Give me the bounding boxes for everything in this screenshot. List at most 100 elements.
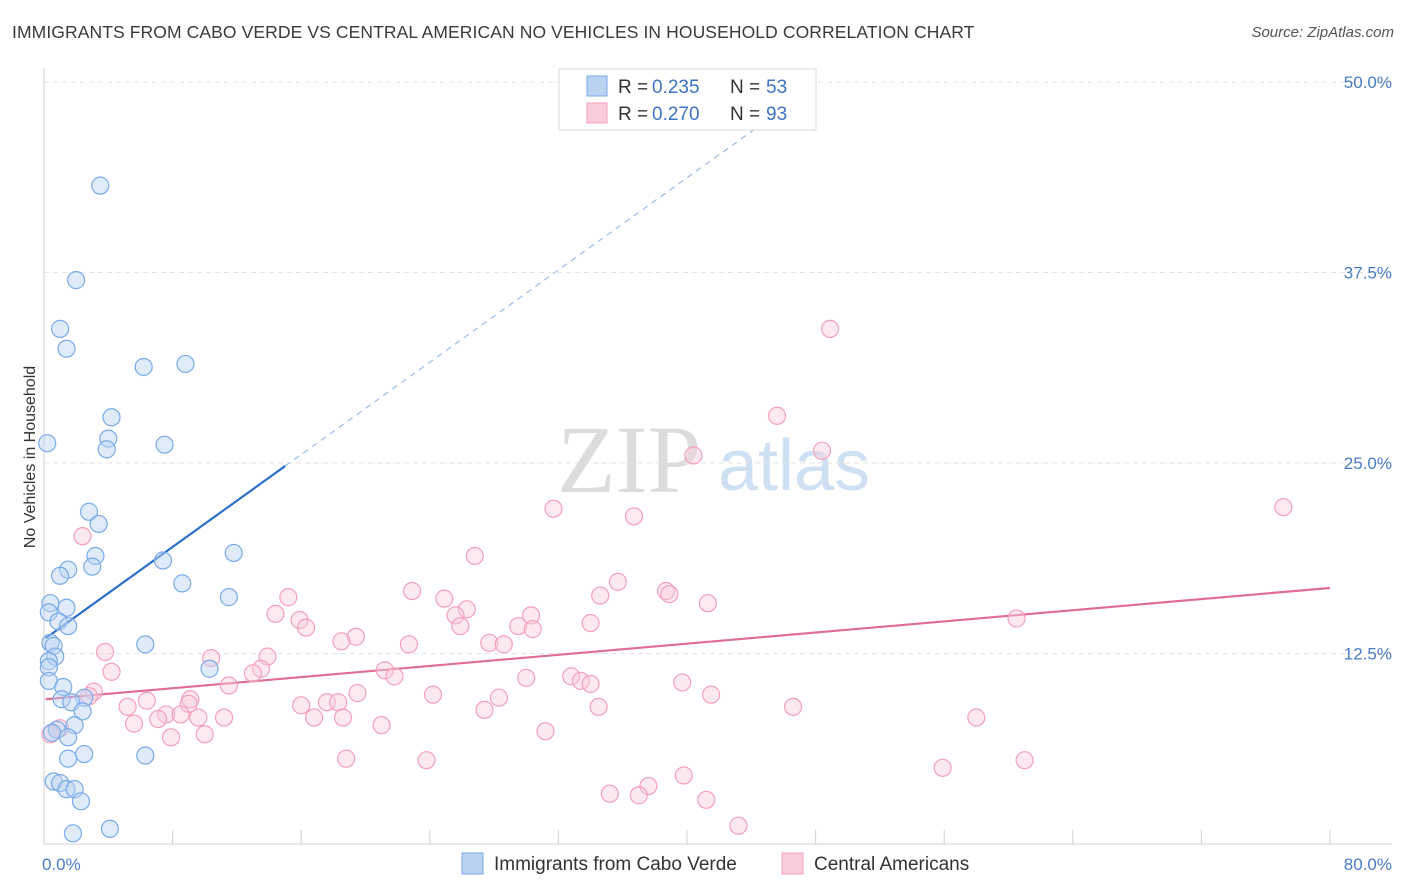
point-central-americans [517,668,536,687]
point-cabo-verde [219,588,238,607]
point-central-americans [783,697,803,716]
point-central-americans [290,610,309,630]
point-cabo-verde [79,502,99,521]
point-cabo-verde [100,819,120,838]
legend-r-value-cabo-verde: 0.235 [652,77,700,98]
point-central-americans [385,667,404,686]
trend-line-central-americans [45,586,1331,701]
point-cabo-verde [57,339,76,358]
point-central-americans [1015,751,1034,770]
legend-n-value-cabo-verde: 53 [766,77,787,98]
watermark-atlas: atlas [718,426,870,506]
point-cabo-verde [75,744,94,764]
chart-title: IMMIGRANTS FROM CABO VERDE VS CENTRAL AM… [12,22,975,42]
grid-lines [44,81,1392,654]
point-central-americans [475,700,494,719]
point-central-americans [446,606,465,625]
point-cabo-verde [63,824,83,843]
point-central-americans [329,693,348,712]
x-tick-label-min: 0.0% [42,855,81,874]
point-central-americans [820,319,840,338]
point-central-americans [292,696,311,715]
point-central-americans [195,725,214,744]
point-central-americans [509,616,528,636]
point-central-americans [521,606,541,625]
point-central-americans [767,406,787,425]
point-central-americans [219,676,238,695]
y-tick-label: 12.5% [1344,645,1392,664]
point-cabo-verde [59,749,78,768]
point-cabo-verde [91,176,110,195]
point-central-americans [332,632,351,651]
point-central-americans [624,507,644,526]
point-cabo-verde [86,546,105,566]
y-tick-label: 25.0% [1344,454,1392,473]
point-central-americans [137,691,156,710]
x-tick-label-max: 80.0% [1344,855,1392,874]
point-central-americans [967,708,986,727]
point-central-americans [562,667,581,686]
point-cabo-verde [71,792,91,811]
legend-swatch-cabo-verde [586,75,608,97]
point-central-americans [266,604,285,623]
source-attribution: Source: ZipAtlas.com [1251,24,1394,41]
point-cabo-verde [134,357,153,377]
point-cabo-verde [50,566,70,585]
bottom-legend-swatch-central-americans [781,852,804,875]
point-central-americans [102,662,121,681]
y-axis-label: No Vehicles in Household [22,366,39,548]
point-central-americans [536,722,555,741]
point-cabo-verde [67,271,86,290]
point-central-americans [600,784,619,803]
point-central-americans [95,642,115,662]
point-central-americans [304,708,324,727]
point-central-americans [589,697,608,716]
y-tick-labels: 12.5% 25.0% 37.5% 50.0% [1344,73,1392,664]
point-cabo-verde [102,408,121,427]
point-cabo-verde [49,612,68,631]
point-central-americans [161,728,181,747]
point-cabo-verde [136,746,155,765]
point-central-americans [673,673,692,692]
point-cabo-verde [73,702,92,721]
point-cabo-verde [224,543,243,563]
point-cabo-verde [155,435,174,454]
legend-n-label-central-americans: N = [730,104,760,125]
y-tick-label: 37.5% [1344,264,1392,283]
point-central-americans [1007,609,1026,628]
point-central-americans [73,527,92,546]
point-cabo-verde [42,723,62,742]
legend-r-label-central-americans: R = [618,104,648,125]
point-central-americans [337,749,356,768]
point-cabo-verde [38,434,57,453]
point-central-americans [451,616,470,636]
point-central-americans [657,581,676,601]
point-central-americans [480,633,499,652]
point-central-americans [372,716,391,735]
point-cabo-verde [59,616,78,636]
point-central-americans [489,688,509,707]
point-cabo-verde [176,354,195,374]
point-cabo-verde [153,551,173,570]
point-central-americans [591,586,610,605]
point-central-americans [214,708,234,727]
watermark-zip: ZIP [557,406,701,513]
legend-n-value-central-americans: 93 [766,104,787,125]
point-central-americans [124,714,144,733]
point-central-americans [812,441,832,460]
point-central-americans [581,674,600,694]
point-cabo-verde [200,659,219,678]
point-cabo-verde [173,574,192,593]
point-central-americans [494,635,513,654]
point-central-americans [674,766,693,785]
y-tick-label: 50.0% [1344,73,1392,92]
point-central-americans [348,684,367,703]
point-central-americans [189,708,208,727]
point-central-americans [660,584,679,604]
point-central-americans [118,697,137,716]
point-central-americans [279,588,298,607]
point-central-americans [639,776,658,796]
top-legend: R = 0.235 N = 53 R = 0.270 N = 93 [558,68,817,131]
point-central-americans [149,709,168,729]
